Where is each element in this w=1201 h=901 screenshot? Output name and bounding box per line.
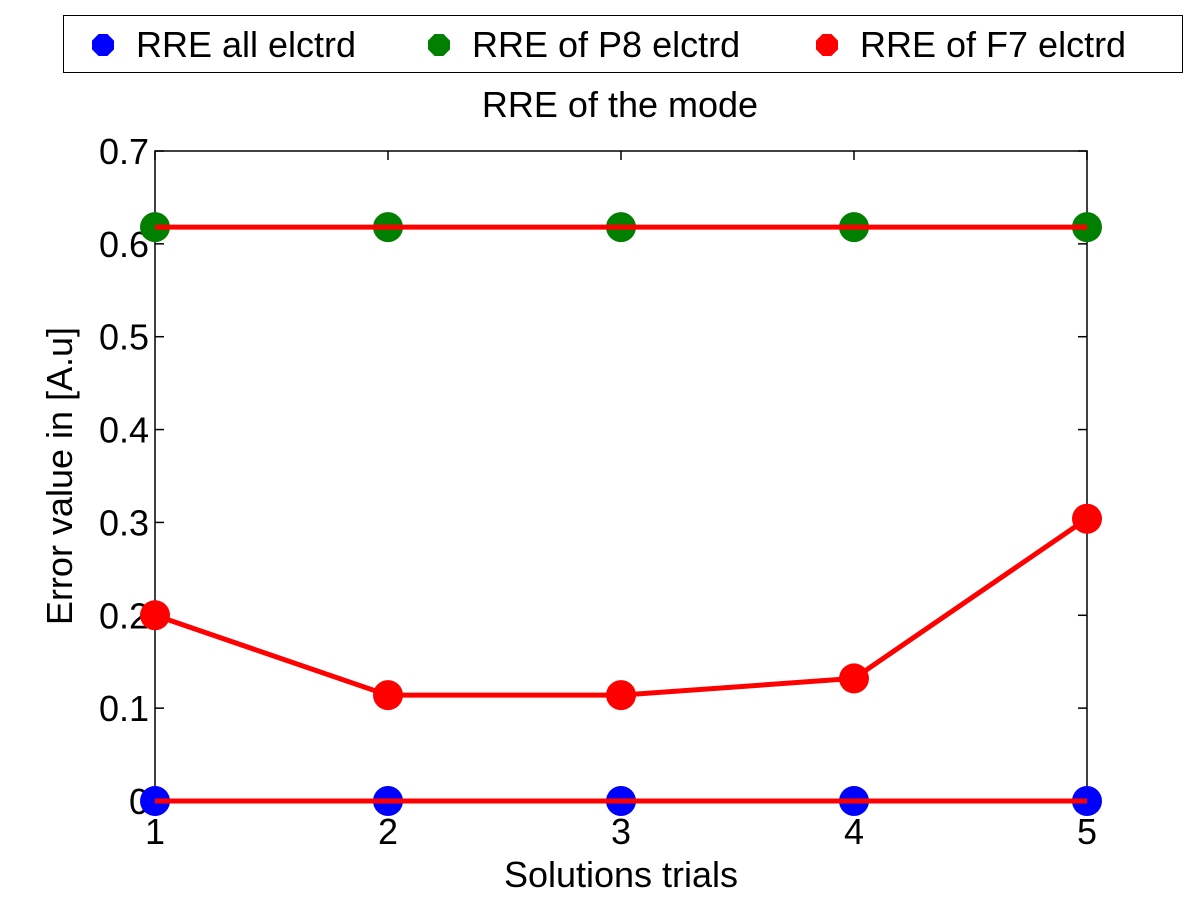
legend: RRE all elctrd RRE of P8 elctrd RRE of F… bbox=[63, 15, 1183, 73]
legend-label-p8: RRE of P8 elctrd bbox=[472, 24, 741, 65]
y-tick-label: 0.7 bbox=[99, 131, 149, 172]
series-lines bbox=[154, 224, 1089, 804]
y-tick-label: 0.5 bbox=[99, 317, 149, 358]
y-tick-label: 0.3 bbox=[99, 502, 149, 543]
legend-label-all: RRE all elctrd bbox=[136, 24, 357, 65]
legend-item-p8: RRE of P8 elctrd bbox=[428, 16, 740, 74]
y-tick-label: 0.4 bbox=[99, 410, 149, 451]
legend-item-all: RRE all elctrd bbox=[92, 16, 356, 74]
series-line-3 bbox=[154, 516, 1089, 698]
x-axis-label: Solutions trials bbox=[503, 854, 739, 895]
legend-item-f7: RRE of F7 elctrd bbox=[816, 16, 1126, 74]
y-tick-label: 0.1 bbox=[99, 688, 149, 729]
legend-marker-f7 bbox=[816, 34, 838, 56]
chart-title: RRE of the mode bbox=[481, 84, 759, 125]
x-tick-label: 5 bbox=[1077, 811, 1097, 852]
x-tick-label: 3 bbox=[611, 811, 631, 852]
x-tick-label: 2 bbox=[378, 811, 398, 852]
legend-marker-all bbox=[92, 34, 114, 56]
x-tick-label: 1 bbox=[145, 811, 165, 852]
y-axis-label: Error value in [A.u] bbox=[39, 326, 80, 626]
legend-label-f7: RRE of F7 elctrd bbox=[860, 24, 1127, 65]
legend-marker-p8 bbox=[428, 34, 450, 56]
x-tick-label: 4 bbox=[844, 811, 864, 852]
